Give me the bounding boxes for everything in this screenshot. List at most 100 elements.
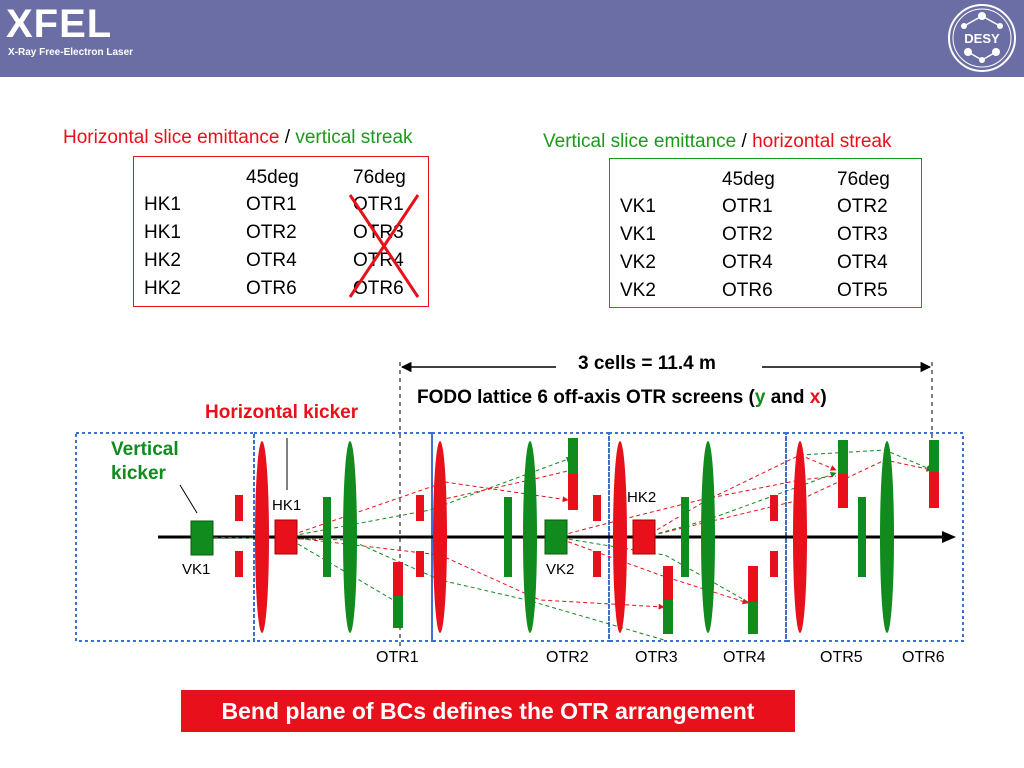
vk2-label: VK2 (546, 561, 575, 578)
right-table-title: Vertical slice emittance / horizontal st… (543, 131, 892, 153)
vk1-kicker (190, 520, 214, 556)
corrector-red (235, 495, 243, 521)
hk2-kicker (632, 519, 656, 555)
corrector-red (593, 551, 601, 577)
quad-green-2 (523, 441, 537, 633)
trajectory (554, 475, 837, 538)
horizontal-kicker-label: Horizontal kicker (205, 402, 359, 423)
trajectory (439, 469, 573, 501)
otr6-screen (929, 440, 939, 508)
corrector-red (593, 495, 601, 521)
trajectory (285, 536, 665, 610)
quad-red-1 (255, 441, 269, 633)
left-cell: OTR6 (353, 278, 404, 299)
fodo-x: x (809, 387, 821, 408)
trajectory (799, 449, 933, 471)
cells-length-label: 3 cells = 11.4 m (578, 353, 716, 374)
corrector-red (416, 495, 424, 521)
fodo-y: y (754, 387, 766, 408)
hk2-label: HK2 (627, 489, 657, 506)
vk1-label: VK1 (182, 561, 211, 578)
right-cell: OTR6 (722, 280, 773, 301)
right-cell: OTR3 (837, 224, 888, 245)
xfel-logo: XFEL (6, 2, 113, 46)
quad-red-3 (613, 441, 627, 633)
otr5-screen (838, 440, 848, 508)
trajectory (285, 456, 573, 538)
vertical-kicker-label: Vertical kicker (111, 439, 179, 484)
trajectory (554, 536, 749, 603)
conclusion-banner: Bend plane of BCs defines the OTR arrang… (181, 690, 795, 732)
right-cell: VK1 (620, 196, 656, 217)
right-cell: OTR2 (837, 196, 888, 217)
left-cell: OTR1 (246, 194, 297, 215)
otr4-screen (748, 566, 758, 634)
corrector-red (235, 551, 243, 577)
left-cell: OTR4 (246, 250, 297, 271)
trajectory (644, 472, 837, 538)
otr5-label: OTR5 (820, 649, 863, 666)
hk1-label: HK1 (272, 497, 302, 514)
vk-pointer (179, 484, 198, 514)
trajectory (644, 454, 837, 538)
fodo-label-text: FODO lattice 6 off-axis OTR screens ( (417, 387, 755, 408)
right-cell: VK1 (620, 224, 656, 245)
left-table: 45deg 76deg HK1 OTR1 OTR1 HK1 OTR2 OTR3 … (133, 156, 429, 307)
corrector-green (858, 497, 866, 577)
right-cell: OTR4 (722, 252, 773, 273)
trajectory (285, 536, 401, 605)
left-cell: OTR1 (353, 194, 404, 215)
otr4-label: OTR4 (723, 649, 766, 666)
vk2-kicker (544, 519, 568, 555)
otr3-label: OTR3 (635, 649, 678, 666)
fodo-and: and (765, 387, 810, 408)
right-cell: OTR2 (722, 224, 773, 245)
left-cell: OTR2 (246, 222, 297, 243)
right-cell: VK2 (620, 252, 656, 273)
desy-logo-icon: DESY (948, 4, 1016, 72)
left-title-part1: Horizontal slice emittance (63, 127, 280, 148)
quad-red-4 (793, 441, 807, 633)
right-header-76: 76deg (837, 169, 890, 190)
left-header-45: 45deg (246, 167, 299, 188)
fodo-close: ) (820, 387, 827, 408)
quad-green-1 (343, 441, 357, 633)
left-cell: HK1 (144, 194, 181, 215)
left-cell: HK1 (144, 222, 181, 243)
otr6-label: OTR6 (902, 649, 945, 666)
corrector-green (681, 497, 689, 577)
header-bar: XFEL X-Ray Free-Electron Laser DESY (0, 0, 1024, 77)
fodo-label: FODO lattice 6 off-axis OTR screens (y a… (417, 387, 827, 409)
corrector-red (770, 551, 778, 577)
quad-red-2 (433, 441, 447, 633)
right-cell: VK2 (620, 280, 656, 301)
quad-green-4 (880, 441, 894, 633)
quad-green-3 (701, 441, 715, 633)
left-cell: HK2 (144, 250, 181, 271)
otr2-screen (568, 438, 578, 510)
right-header-45: 45deg (722, 169, 775, 190)
right-cell: OTR5 (837, 280, 888, 301)
corrector-green (323, 497, 331, 577)
left-cell: OTR6 (246, 278, 297, 299)
corrector-red (770, 495, 778, 521)
left-cell: HK2 (144, 278, 181, 299)
corrector-red (416, 551, 424, 577)
right-cell: OTR1 (722, 196, 773, 217)
left-header-76: 76deg (353, 167, 406, 188)
xfel-subtitle: X-Ray Free-Electron Laser (8, 47, 134, 58)
right-title-part1: Vertical slice emittance (543, 131, 737, 152)
desy-logo-text: DESY (964, 31, 1000, 46)
otr1-screen (393, 562, 403, 628)
beam-arrow-icon (942, 531, 956, 543)
right-title-sep: / (741, 131, 747, 152)
right-title-part2: horizontal streak (752, 131, 892, 152)
left-table-title: Horizontal slice emittance / vertical st… (63, 127, 413, 149)
hk1-kicker (274, 519, 298, 555)
otr2-label: OTR2 (546, 649, 589, 666)
otr3-screen (663, 566, 673, 634)
trajectory (554, 536, 749, 605)
otr1-label: OTR1 (376, 649, 419, 666)
cross-out-icon (348, 194, 420, 298)
